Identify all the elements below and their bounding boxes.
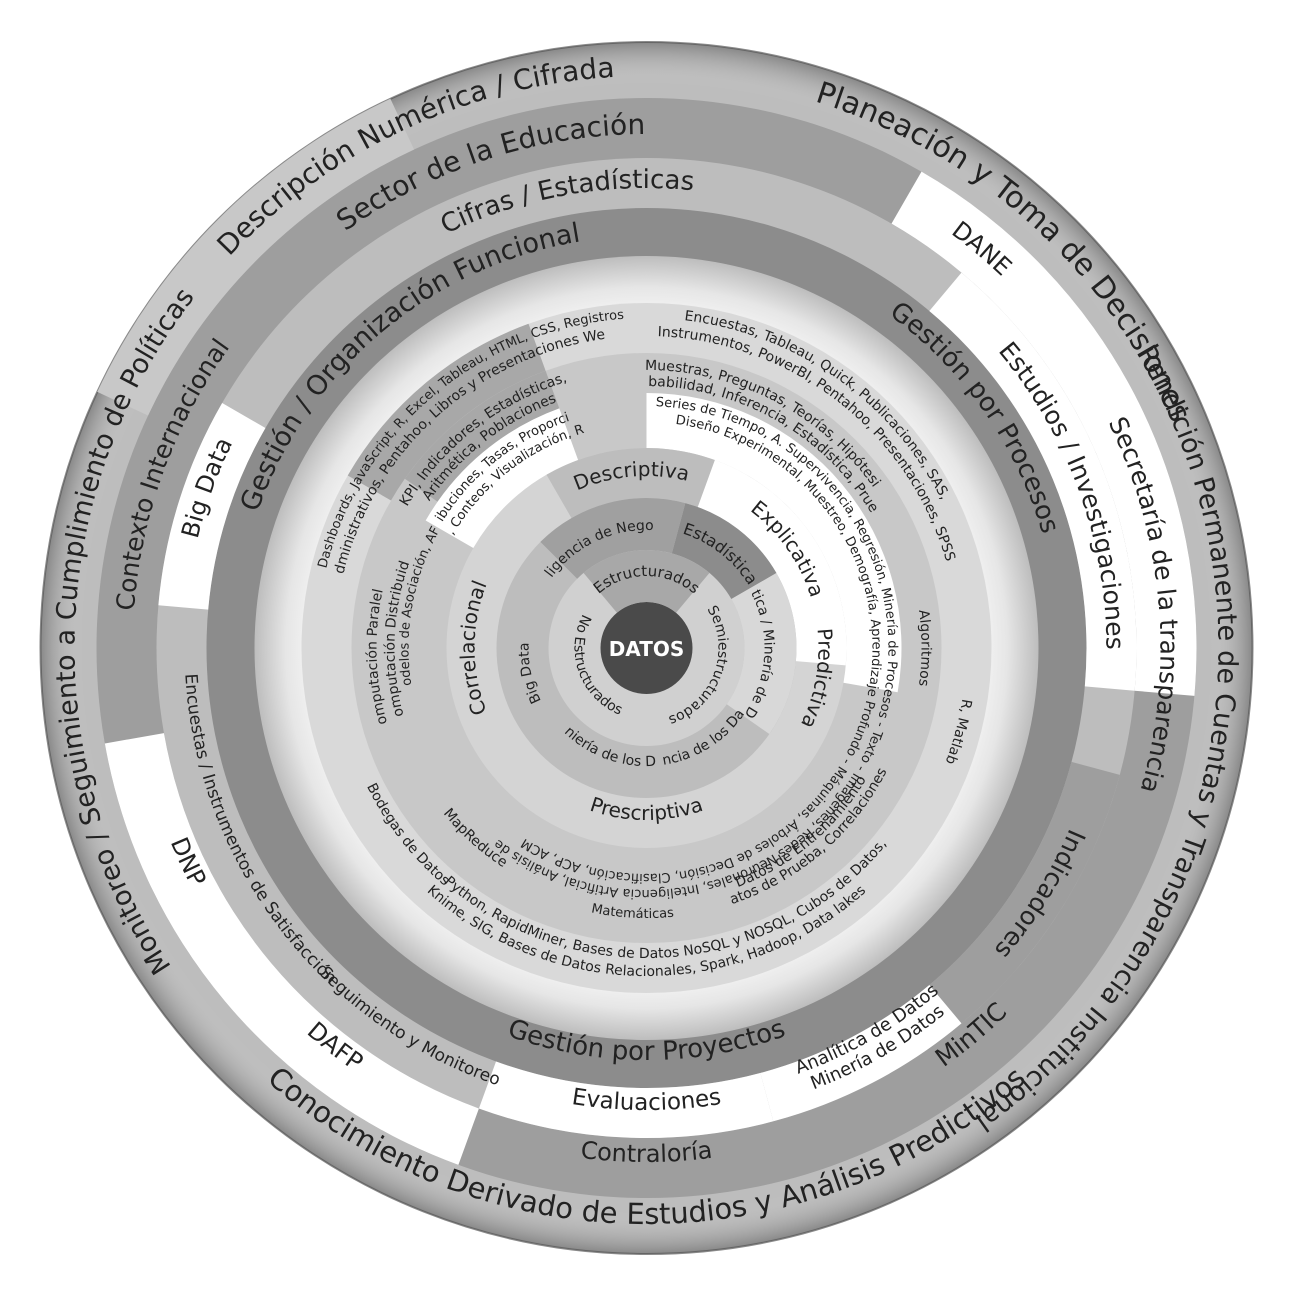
datatypes-segment-estructurados bbox=[583, 550, 710, 613]
techniques-label-3: Algoritmos bbox=[915, 609, 934, 687]
products-segment-estudios bbox=[929, 272, 1137, 691]
entities-segment-white-2 bbox=[104, 733, 479, 1165]
center-label: DATOS bbox=[609, 637, 685, 661]
analysis-segment-descriptiva bbox=[546, 448, 715, 519]
disciplines-segment-analitica bbox=[726, 573, 797, 735]
entities-label-contraloria: Contraloría bbox=[579, 1136, 713, 1168]
disciplines-segment-estadistica bbox=[671, 503, 777, 599]
outer-segment-descripcion bbox=[97, 98, 415, 416]
methods-segment-series bbox=[646, 393, 902, 693]
products-segment-indicadores bbox=[929, 761, 1120, 1024]
products-segment-bigdata bbox=[158, 403, 266, 610]
techniques-segment-kpi bbox=[404, 370, 560, 502]
products-segment-mineria bbox=[760, 985, 962, 1122]
center-disk bbox=[600, 602, 693, 694]
tools-segment-dashboards bbox=[347, 323, 546, 501]
analysis-segment-explicativa bbox=[697, 460, 847, 666]
entities-segment-white bbox=[891, 171, 1197, 696]
disciplines-segment-inteligencia bbox=[540, 497, 686, 579]
methods-segment-distribuciones bbox=[425, 408, 579, 548]
products-segment-evaluaciones bbox=[478, 1061, 774, 1138]
